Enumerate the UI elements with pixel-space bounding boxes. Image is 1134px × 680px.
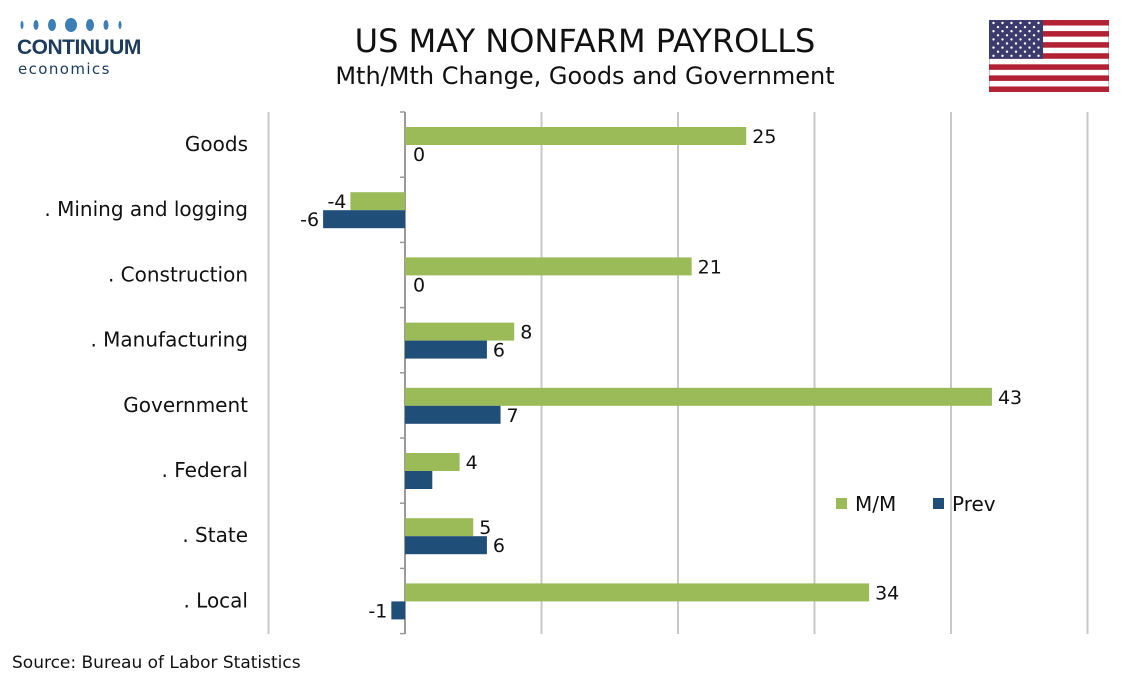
bar-mm [405,453,460,471]
bar-prev [323,210,405,229]
bar-mm [350,192,405,211]
legend-label-mm: M/M [855,492,896,516]
data-label-prev: -1 [368,600,387,622]
chart-subtitle: Mth/Mth Change, Goods and Government [335,62,835,90]
chart-title: US MAY NONFARM PAYROLLS [354,22,816,60]
bar-mm [405,518,474,537]
bar-prev [391,601,405,620]
bar-prev [405,405,501,424]
data-label-prev: 7 [507,405,519,427]
bar-mm [405,387,992,406]
bar-prev [405,536,487,555]
category-label: . Manufacturing [90,328,248,352]
data-label-mm: 21 [698,256,722,278]
bar-prev [405,471,433,489]
source-note: Source: Bureau of Labor Statistics [12,653,301,673]
category-label: . Mining and logging [44,197,248,221]
data-label-mm: 34 [875,582,899,604]
category-label: Government [123,393,248,417]
logo-dots-icon [20,18,122,32]
logo-brand: CONTINUUM [17,36,141,59]
bar-mm [405,583,870,602]
data-label-mm: 4 [466,452,478,474]
bar-mm [405,257,692,276]
data-label-mm: -4 [327,191,346,213]
data-label-prev: 6 [493,535,505,557]
legend-swatch-mm [836,498,847,509]
data-label-prev: 0 [413,274,425,296]
legend-swatch-prev [933,498,944,509]
data-label-prev: -6 [300,209,319,231]
data-label-prev: 6 [493,340,505,362]
us-flag-icon [989,20,1109,92]
legend-label-prev: Prev [952,492,996,516]
bar-mm [405,322,515,341]
continuum-logo: CONTINUUM economics [10,12,150,82]
data-label-prev: 0 [413,144,425,166]
category-label: . Federal [162,458,248,482]
logo-sub: economics [18,60,111,78]
data-label-mm: 25 [752,126,776,148]
data-label-mm: 43 [998,387,1022,409]
bar-mm [405,127,747,145]
category-label: Goods [185,132,248,156]
category-label: . Construction [108,262,248,286]
bar-prev [405,340,487,359]
data-label-mm: 8 [520,322,532,344]
data-label-mm: 5 [479,517,491,539]
category-label: . State [182,523,248,547]
category-label: . Local [183,588,248,612]
